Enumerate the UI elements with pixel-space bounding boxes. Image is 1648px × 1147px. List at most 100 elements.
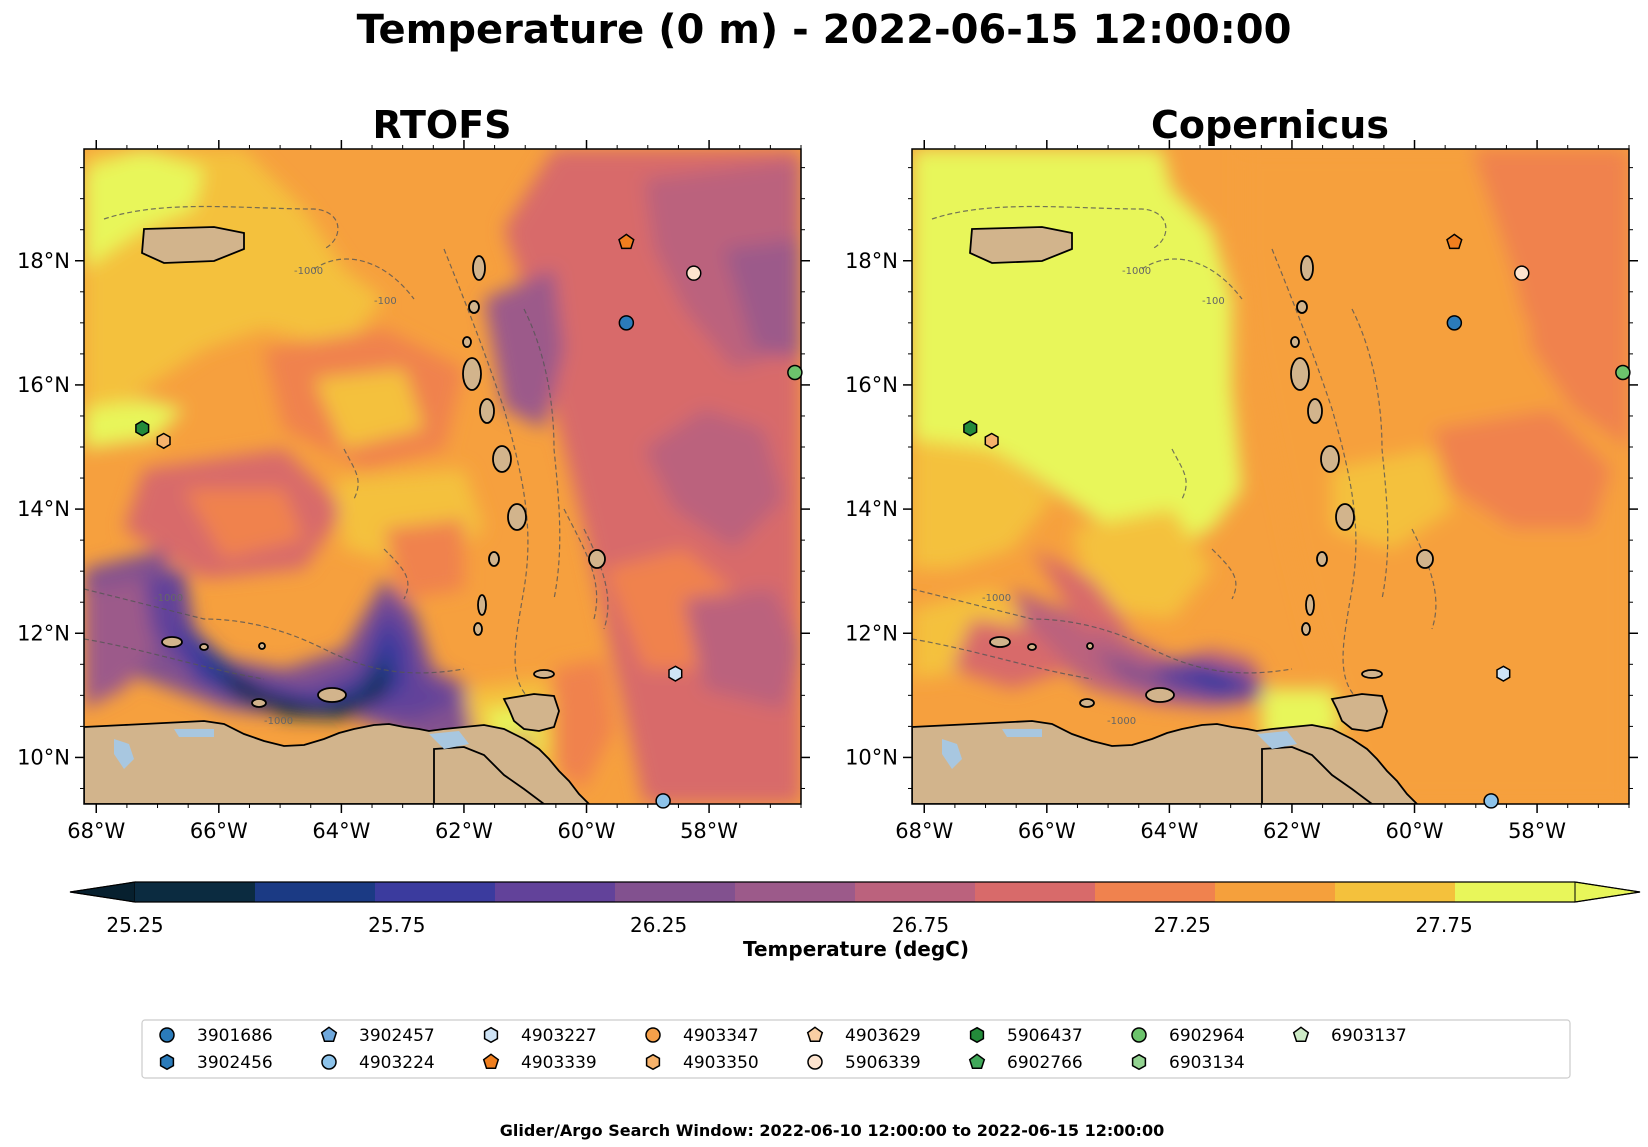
colorbar-tick-label: 27.25 [1154, 913, 1211, 937]
colorbar-segment [615, 882, 736, 902]
legend-marker [645, 1027, 661, 1043]
legend-item-label: 6902964 [1169, 1026, 1245, 1046]
float-marker [618, 233, 635, 250]
legend-item-label: 4903224 [359, 1053, 435, 1073]
colorbar-segment [1215, 882, 1336, 902]
colorbar-segment [735, 882, 856, 902]
float-marker [1514, 265, 1530, 281]
float-marker [668, 665, 683, 682]
legend-item-label: 4903350 [683, 1053, 759, 1073]
x-tick-label: 66°W [190, 819, 248, 843]
legend-item-label: 6902766 [1007, 1053, 1083, 1073]
legend-marker [968, 1053, 986, 1069]
y-tick-label: 12°N [845, 621, 898, 645]
x-tick-label: 64°W [1140, 819, 1198, 843]
float-marker [686, 265, 702, 281]
legend-marker [807, 1054, 823, 1070]
copernicus-panel: Copernicus [845, 103, 1638, 843]
x-tick-label: 68°W [895, 819, 953, 843]
colorbar-tick-label: 27.75 [1415, 913, 1472, 937]
rtofs-panel-title: RTOFS [372, 103, 511, 147]
x-tick-label: 64°W [312, 819, 370, 843]
contour-label: -1000 [1107, 716, 1136, 727]
colorbar-extend-min [69, 881, 136, 903]
legend-item-label: 5906339 [845, 1053, 921, 1073]
float-marker [1446, 233, 1463, 250]
x-tick-label: 58°W [1508, 819, 1566, 843]
float-marker [984, 432, 999, 450]
y-tick-label: 10°N [17, 745, 70, 769]
x-tick-label: 60°W [1386, 819, 1444, 843]
contour-label: -1000 [982, 593, 1011, 604]
float-marker [1496, 665, 1511, 682]
colorbar-segment [975, 882, 1096, 902]
legend-marker [159, 1027, 175, 1043]
legend-marker [321, 1054, 337, 1070]
copernicus-panel-title: Copernicus [1151, 103, 1389, 147]
x-tick-label: 58°W [680, 819, 738, 843]
x-tick-label: 60°W [558, 819, 616, 843]
legend-item-label: 6903134 [1169, 1053, 1245, 1073]
x-tick-label: 68°W [67, 819, 125, 843]
colorbar-extend-max [1574, 881, 1641, 903]
colorbar-segment [495, 882, 616, 902]
colorbar-segment [1335, 882, 1456, 902]
rtofs-panel: RTOFS [17, 103, 810, 843]
y-tick-label: 14°N [17, 497, 70, 521]
contour-label: -1000 [264, 716, 293, 727]
legend-item-label: 4903227 [521, 1026, 597, 1046]
colorbar-tick-label: 26.75 [892, 913, 949, 937]
legend: 3901686 3902456 3902457 4903224 4903227 49033… [141, 1019, 1571, 1079]
y-tick-label: 18°N [17, 249, 70, 273]
contour-label: -100 [1202, 296, 1225, 307]
legend-item-label: 4903347 [683, 1026, 759, 1046]
legend-item-label: 6903137 [1331, 1026, 1407, 1046]
y-tick-label: 16°N [845, 373, 898, 397]
legend-marker [1131, 1053, 1147, 1071]
float-marker [135, 420, 150, 437]
colorbar-segment [255, 882, 376, 902]
contour-label: -1000 [154, 593, 183, 604]
float-marker [963, 420, 978, 437]
legend-marker [483, 1026, 499, 1044]
float-marker [618, 315, 635, 331]
legend-marker [320, 1026, 338, 1042]
y-tick-label: 18°N [845, 249, 898, 273]
float-marker [1615, 364, 1631, 381]
contour-label: -1000 [1122, 266, 1151, 277]
colorbar: 25.25 25.75 26.25 26.75 27.25 27.75 [69, 881, 1641, 937]
legend-item-label: 4903339 [521, 1053, 597, 1073]
float-marker [787, 364, 803, 381]
legend-item-label: 4903629 [845, 1026, 921, 1046]
legend-item-label: 3902456 [197, 1053, 273, 1073]
x-tick-label: 62°W [435, 819, 493, 843]
colorbar-label: Temperature (degC) [743, 937, 969, 961]
y-tick-label: 12°N [17, 621, 70, 645]
legend-item-label: 5906437 [1007, 1026, 1083, 1046]
y-tick-label: 10°N [845, 745, 898, 769]
figure-title: Temperature (0 m) - 2022-06-15 12:00:00 [357, 7, 1292, 53]
legend-marker [806, 1026, 824, 1042]
colorbar-tick-label: 25.25 [106, 913, 163, 937]
legend-item-label: 3902457 [359, 1026, 435, 1046]
float-marker [1483, 793, 1499, 809]
colorbar-segment [1095, 882, 1216, 902]
legend-marker [482, 1053, 500, 1069]
colorbar-tick-label: 25.75 [368, 913, 425, 937]
contour-label: -1000 [294, 266, 323, 277]
colorbar-segment [375, 882, 496, 902]
legend-marker [1131, 1027, 1147, 1043]
colorbar-segment [1455, 882, 1576, 902]
y-tick-label: 16°N [17, 373, 70, 397]
float-marker [655, 793, 671, 809]
colorbar-segment [135, 882, 256, 902]
x-tick-label: 62°W [1263, 819, 1321, 843]
float-marker [156, 432, 171, 450]
colorbar-tick-label: 26.25 [630, 913, 687, 937]
float-marker [1446, 315, 1463, 331]
legend-marker [1292, 1026, 1310, 1042]
legend-marker [645, 1053, 661, 1071]
contour-label: -100 [374, 296, 397, 307]
search-window-note: Glider/Argo Search Window: 2022-06-10 12… [500, 1121, 1164, 1140]
